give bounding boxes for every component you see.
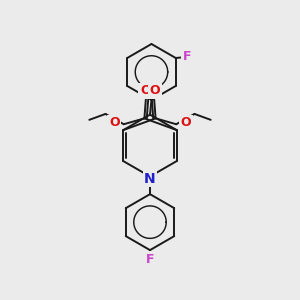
Text: O: O	[109, 116, 120, 129]
Text: O: O	[140, 85, 151, 98]
Text: N: N	[144, 172, 156, 186]
Text: F: F	[183, 50, 191, 63]
Text: F: F	[146, 253, 154, 266]
Text: O: O	[149, 85, 160, 98]
Text: O: O	[180, 116, 191, 129]
